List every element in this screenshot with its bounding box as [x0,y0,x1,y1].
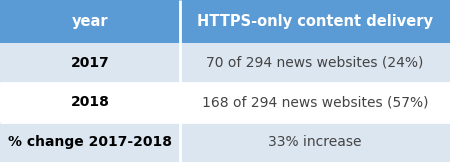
Text: 2018: 2018 [71,95,109,110]
Text: 2017: 2017 [71,56,109,70]
Text: % change 2017-2018: % change 2017-2018 [8,135,172,149]
Text: 33% increase: 33% increase [268,135,362,149]
Bar [180,0,450,43]
Text: 168 of 294 news websites (57%): 168 of 294 news websites (57%) [202,95,428,110]
Bar [0,122,180,162]
Bar [180,43,450,83]
Bar [180,83,450,122]
Text: year: year [72,14,108,29]
Bar [180,122,450,162]
Text: HTTPS-only content delivery: HTTPS-only content delivery [197,14,433,29]
Text: 70 of 294 news websites (24%): 70 of 294 news websites (24%) [206,56,424,70]
Bar [0,83,180,122]
Bar [0,43,180,83]
Bar [0,0,180,43]
